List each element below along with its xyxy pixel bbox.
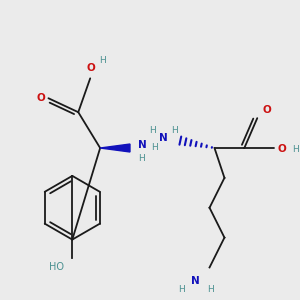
Text: H: H <box>152 142 158 152</box>
Text: H: H <box>139 154 145 164</box>
Text: HO: HO <box>49 262 64 272</box>
Text: N: N <box>191 276 200 286</box>
Text: O: O <box>278 144 286 154</box>
Text: H: H <box>292 145 298 154</box>
Text: O: O <box>87 63 96 74</box>
Text: O: O <box>263 105 272 115</box>
Polygon shape <box>100 144 130 152</box>
Text: H: H <box>149 126 156 135</box>
Text: H: H <box>207 285 214 294</box>
Text: H: H <box>171 126 178 135</box>
Text: N: N <box>137 140 146 150</box>
Text: H: H <box>99 56 106 65</box>
Text: N: N <box>159 133 168 143</box>
Text: O: O <box>36 93 45 103</box>
Text: H: H <box>178 285 185 294</box>
